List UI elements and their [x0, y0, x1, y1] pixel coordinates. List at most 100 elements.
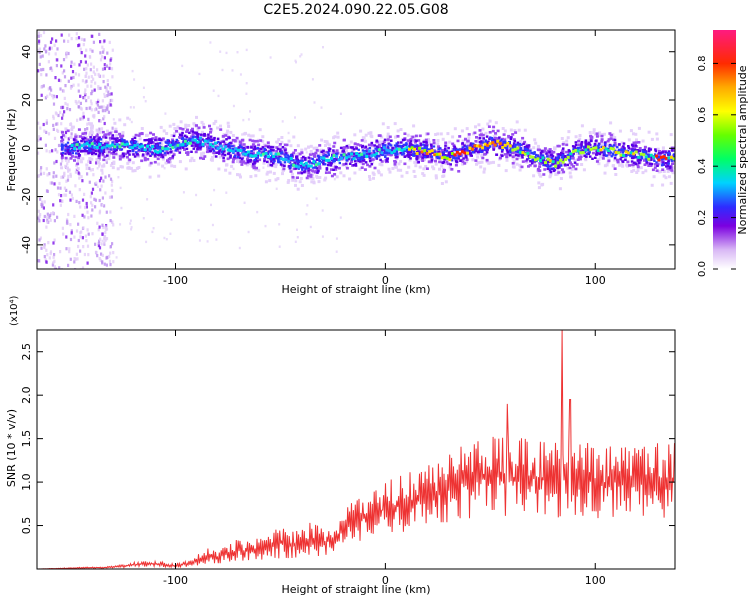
spectrogram-cell: [457, 170, 461, 173]
spectrogram-cell: [427, 138, 430, 142]
spectrogram-cell: [542, 173, 546, 176]
spectrogram-cell: [640, 155, 643, 158]
spectrogram-cell: [460, 129, 464, 133]
spectrogram-cell: [540, 150, 544, 153]
spectrogram-cell: [524, 159, 528, 163]
spectrogram-cell: [94, 152, 98, 156]
spectrogram-cell: [450, 159, 454, 162]
spectrogram-cell: [613, 141, 617, 145]
spectrogram-cell: [361, 156, 365, 159]
spectrogram-cell: [330, 151, 334, 154]
spectrogram-cell: [63, 186, 66, 190]
spectrogram-ridge-cell: [95, 146, 99, 149]
spectrogram-cell: [164, 112, 167, 115]
spectrogram-cell: [289, 166, 292, 169]
spectrogram-cell: [170, 218, 173, 221]
spectrogram-ridge-cell: [458, 152, 462, 156]
spectrogram-cell: [169, 232, 172, 235]
spectrogram-cell: [211, 223, 214, 227]
spectrogram-cell: [122, 139, 125, 142]
spectrogram-cell: [105, 143, 109, 146]
spectrogram-cell: [103, 67, 106, 71]
spectrogram-cell: [638, 149, 642, 152]
spectrogram-cell: [507, 147, 511, 151]
spectrogram-cell: [560, 164, 563, 167]
spectrogram-cell: [64, 147, 68, 150]
spectrogram-cell: [570, 163, 574, 166]
spectrogram-cell: [98, 152, 102, 155]
spectrogram-cell: [50, 88, 53, 92]
spectrogram-cell: [137, 148, 141, 151]
spectrogram-cell: [218, 155, 222, 159]
spectrogram-cell: [75, 32, 78, 36]
spectrogram-cell: [184, 123, 188, 127]
spectrogram-cell: [133, 142, 136, 146]
spectrogram-cell: [133, 146, 137, 149]
spectrogram-cell: [87, 121, 91, 125]
spectrogram-cell: [522, 142, 525, 146]
spectrogram-cell: [407, 155, 410, 159]
spectrogram-cell: [469, 142, 473, 145]
spectrogram-cell: [606, 155, 610, 159]
spectrogram-cell: [64, 101, 67, 106]
spectrogram-cell: [627, 146, 631, 149]
spectrogram-cell: [618, 129, 622, 133]
spectrogram-cell: [90, 191, 93, 195]
spectrogram-cell: [113, 137, 117, 140]
spectrogram-cell: [70, 128, 74, 132]
spectrogram-ridge-cell: [151, 145, 155, 149]
spectrogram-cell: [133, 78, 136, 81]
spectrogram-ylabel: Frequency (Hz): [5, 109, 18, 192]
spectrogram-cell: [605, 163, 609, 167]
spectrogram-cell: [292, 167, 296, 171]
spectrogram-cell: [74, 135, 78, 139]
spectrogram-cell: [538, 162, 542, 166]
spectrogram-cell: [391, 167, 395, 170]
spectrogram-cell: [322, 154, 325, 158]
spectrogram-cell: [637, 126, 641, 130]
spectrogram-cell: [512, 142, 516, 145]
spectrogram-cell: [84, 138, 88, 142]
spectrogram-cell: [56, 47, 59, 51]
spectrogram-cell: [191, 130, 195, 133]
snr-multiplier-label: (x10⁴): [9, 295, 20, 326]
spectrogram-cell: [450, 168, 454, 171]
spectrogram-cell: [108, 195, 112, 199]
spectrogram-cell: [45, 189, 49, 193]
spectrogram-cell: [471, 151, 475, 154]
spectrogram-cell: [375, 148, 378, 151]
spectrogram-cell: [71, 125, 75, 129]
spectrogram-cell: [104, 136, 108, 139]
spectrogram-cell: [370, 143, 374, 147]
colorbar-tick-label: 0.6: [697, 107, 708, 123]
spectrogram-cell: [448, 165, 452, 169]
spectrogram-cell: [321, 235, 324, 238]
spectrogram-cell: [520, 165, 524, 169]
spectrogram-ridge-cell: [219, 144, 223, 148]
spectrogram-cell: [200, 152, 204, 156]
spectrogram-cell: [348, 177, 352, 181]
spectrogram-cell: [322, 149, 325, 152]
spectrogram-cell: [327, 153, 330, 156]
spectrogram-cell: [601, 133, 605, 137]
spectrogram-cell: [85, 79, 88, 83]
spectrogram-cell: [69, 123, 73, 126]
spectrogram-cell: [272, 162, 275, 165]
spectrogram-cell: [60, 194, 63, 198]
spectrogram-cell: [597, 162, 601, 166]
spectrogram-ridge-cell: [602, 146, 605, 150]
spectrogram-cell: [104, 85, 107, 89]
spectrogram-ridge-cell: [571, 150, 575, 154]
spectrogram-ridge-cell: [191, 138, 195, 142]
spectrogram-ridge-cell: [110, 143, 114, 147]
spectrogram-cell: [357, 148, 360, 151]
spectrogram-cell: [84, 88, 87, 92]
spectrogram-cell: [557, 164, 560, 168]
spectrogram-cell: [396, 135, 400, 138]
spectrogram-cell: [249, 160, 252, 163]
spectrogram-cell: [200, 120, 204, 124]
spectrogram-cell: [498, 136, 501, 139]
spectrogram-cell: [199, 147, 202, 150]
spectrogram-ridge-cell: [234, 147, 238, 151]
spectrogram-cell: [62, 89, 65, 93]
